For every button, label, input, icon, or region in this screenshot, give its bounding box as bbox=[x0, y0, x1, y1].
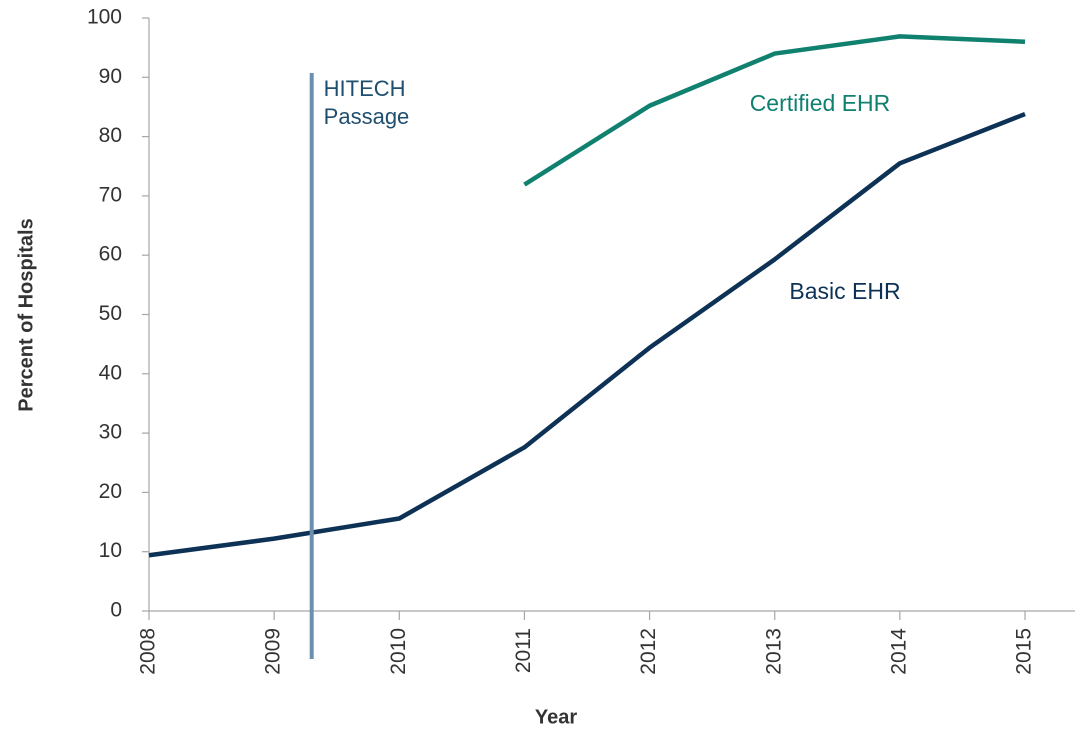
x-tick-label: 2008 bbox=[137, 628, 160, 675]
y-tick-label: 60 bbox=[99, 243, 122, 266]
series-label: Certified EHR bbox=[750, 90, 891, 116]
y-tick-label: 80 bbox=[99, 124, 122, 147]
y-axis-label: Percent of Hospitals bbox=[15, 218, 37, 411]
y-tick-label: 70 bbox=[99, 183, 122, 206]
annotation-text: Passage bbox=[324, 104, 410, 129]
y-tick-label: 40 bbox=[99, 361, 122, 384]
line-series bbox=[523, 34, 1026, 187]
x-tick-label: 2015 bbox=[1013, 628, 1036, 675]
x-tick-label: 2010 bbox=[387, 628, 410, 675]
series-label: Basic EHR bbox=[789, 278, 900, 304]
y-tick-label: 10 bbox=[99, 539, 122, 562]
x-axis-label: Year bbox=[535, 706, 577, 728]
y-tick-label: 90 bbox=[99, 65, 122, 88]
y-tick-label: 20 bbox=[99, 480, 122, 503]
x-tick-label: 2014 bbox=[887, 628, 910, 675]
line-series bbox=[148, 111, 1026, 558]
x-tick-label: 2012 bbox=[637, 628, 660, 675]
x-tick-label: 2009 bbox=[262, 628, 285, 675]
x-tick-label: 2011 bbox=[512, 628, 535, 673]
y-tick-label: 100 bbox=[87, 6, 122, 29]
x-tick-label: 2013 bbox=[762, 628, 785, 675]
y-tick-label: 50 bbox=[99, 302, 122, 325]
y-tick-label: 0 bbox=[110, 599, 122, 622]
y-tick-label: 30 bbox=[99, 421, 122, 444]
annotation-text: HITECH bbox=[324, 76, 406, 101]
